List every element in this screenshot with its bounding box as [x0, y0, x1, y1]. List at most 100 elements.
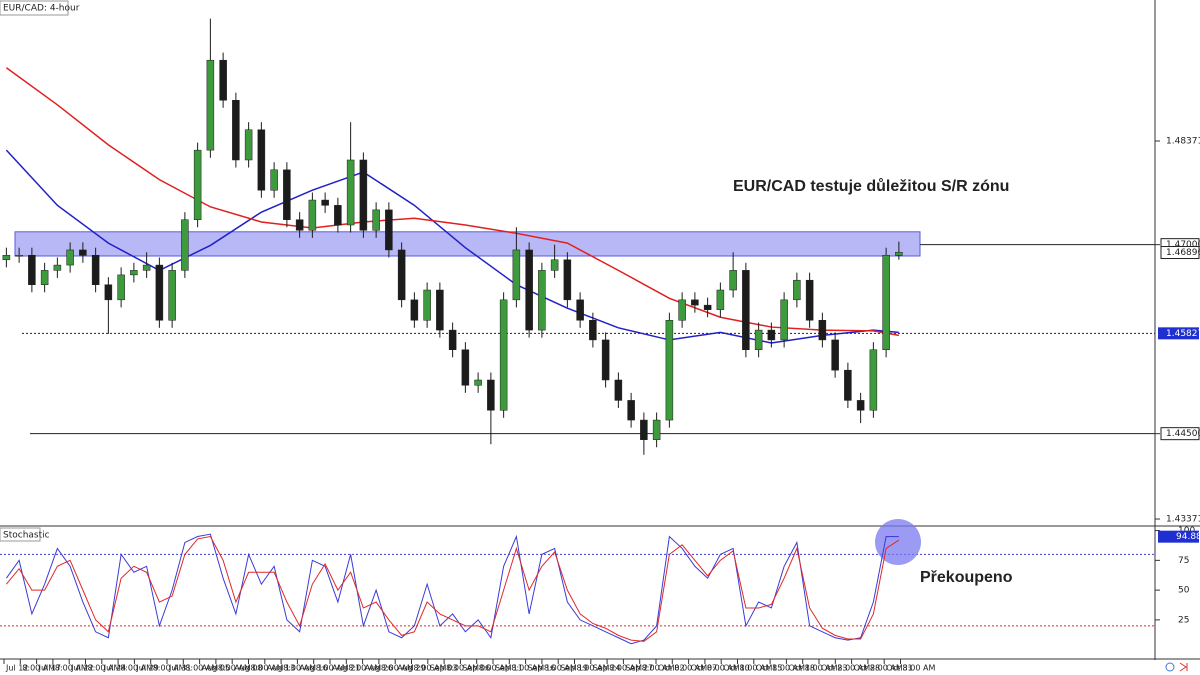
y-tick-label: 1.48371 — [1166, 137, 1200, 147]
candle-body — [66, 249, 74, 266]
marks: 1.48371 1.47000 1.44500 1.43371 1.46896 1.458… — [0, 18, 1200, 673]
x-tick-label: 8:00 AM — [674, 664, 707, 673]
candle-body — [244, 129, 253, 161]
x-tick-label: Oct 18 — [788, 664, 815, 673]
candle-body — [79, 249, 87, 256]
x-tick-label: Oct 10 — [723, 664, 750, 673]
x-tick-label: Aug 21 — [332, 664, 360, 673]
candle-body — [589, 320, 597, 341]
x-tick-label: 8:00 AM — [22, 664, 55, 673]
candle-body — [142, 264, 151, 271]
icon[interactable] — [1179, 662, 1188, 672]
last-price-label: 1.46896 — [1166, 248, 1200, 258]
candle-body — [703, 304, 712, 310]
x-tick-label: 8:00 AM — [414, 664, 447, 673]
x-tick-label: Aug 05 — [202, 664, 230, 673]
x-tick-label: 8:00 AM — [251, 664, 284, 673]
candle-body — [563, 259, 572, 301]
symbol-box — [0, 0, 69, 16]
level-box — [1158, 327, 1199, 340]
y-tick-label: 1.43371 — [1166, 515, 1200, 525]
candle-body — [28, 254, 36, 285]
x-tick-label: Jul 31 — [168, 664, 191, 673]
x-tick-label: 8:00 AM — [577, 664, 610, 673]
candle-body — [2, 254, 11, 261]
candle-body — [321, 199, 329, 206]
candle-body — [410, 299, 419, 321]
x-tick-label: Oct 02 — [658, 664, 685, 673]
x-tick-label: 8:00 AM — [316, 664, 349, 673]
x-tick-label: 8:00 AM — [740, 664, 773, 673]
candle-body — [206, 59, 215, 151]
candle-body — [882, 254, 890, 350]
y-tick-label: 1.47000 — [1166, 240, 1200, 250]
candle-body — [270, 169, 278, 191]
x-tick-label: Sep 06 — [462, 664, 490, 673]
candle-body — [869, 349, 878, 411]
x-tick-label: 8:00 AM — [55, 664, 88, 673]
x-tick-label: 8:00 AM — [218, 664, 251, 673]
x-tick-label: Sep 27 — [625, 664, 653, 673]
candle-body — [385, 209, 393, 251]
candle-body — [91, 254, 100, 285]
x-tick-label: Aug 08 — [234, 664, 262, 673]
candle-body — [40, 270, 49, 285]
candle-body — [461, 349, 470, 386]
x-tick-label: 8:00 AM — [446, 664, 479, 673]
candle-body — [576, 299, 584, 321]
x-tick-label: 8:00 AM — [805, 664, 838, 673]
candle-body — [754, 329, 763, 350]
indicator-box — [0, 527, 41, 542]
candle-body — [525, 249, 533, 331]
candle-body — [283, 169, 291, 220]
y-tick-label: 50 — [1178, 586, 1190, 596]
candle-body — [130, 270, 138, 276]
candle-body — [193, 149, 202, 220]
x-tick-label: 8:00 AM — [153, 664, 186, 673]
last-value-box — [1158, 530, 1199, 543]
x-tick-label: Aug 13 — [267, 664, 295, 673]
x-tick-label: 8:00 AM — [511, 664, 544, 673]
level-label: 1.45827 — [1166, 329, 1200, 339]
stoch-line — [5, 535, 900, 642]
candle-body — [691, 299, 699, 306]
x-tick-label: 8:00 AM — [283, 664, 316, 673]
x-tick-label: 8:00 AM — [870, 664, 903, 673]
stoch-line — [5, 533, 899, 645]
candle-body — [487, 379, 495, 411]
x-tick-label: 8:00 AM — [642, 664, 675, 673]
y-tick-label: 1.44500 — [1166, 429, 1200, 439]
x-tick-label: Oct 07 — [691, 664, 718, 673]
candle-body — [257, 129, 266, 191]
x-tick-label: 8:00 AM — [88, 664, 121, 673]
annotation: EUR/CAD testuje důležitou S/R zónu — [733, 178, 1009, 195]
candle-body — [793, 279, 801, 301]
x-tick-label: 8:00 AM — [381, 664, 414, 673]
candle-body — [780, 299, 788, 341]
last-value-label: 94.88 — [1176, 532, 1200, 542]
candle-body — [512, 249, 521, 301]
toolbar-icons[interactable] — [1165, 662, 1188, 672]
x-tick-label: Oct 31 — [886, 664, 913, 673]
x-tick-label: Jul 17 — [38, 664, 61, 673]
x-tick-label: 8:00 AM — [479, 664, 512, 673]
x-tick-label: 8:00 AM — [772, 664, 805, 673]
x-tick-label: Aug 29 — [397, 664, 425, 673]
candle-body — [359, 159, 368, 231]
candle-body — [117, 274, 125, 301]
highlight-circle — [875, 519, 921, 565]
x-tick-label: Jul 22 — [70, 664, 93, 673]
candle-body — [372, 209, 380, 231]
candle-body — [831, 339, 839, 371]
icon[interactable] — [1165, 662, 1175, 672]
candle-body — [308, 199, 317, 231]
x-tick-label: Sep 19 — [560, 664, 588, 673]
x-tick-label: Oct 15 — [756, 664, 783, 673]
x-tick-label: 8:00 AM — [837, 664, 870, 673]
x-tick-label: 8:00 AM — [544, 664, 577, 673]
sr-zone — [14, 231, 921, 257]
candle-body — [346, 159, 355, 226]
x-tick-label: 8:00 AM — [185, 664, 218, 673]
